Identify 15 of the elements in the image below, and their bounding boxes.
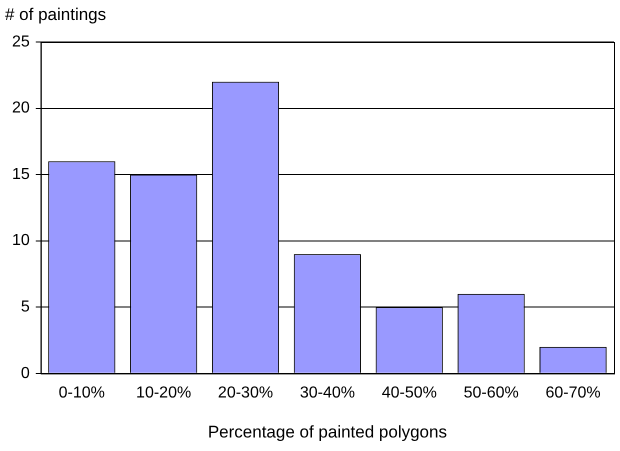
x-tick-label: 60-70% [545, 384, 601, 402]
x-tick-label: 20-30% [218, 384, 274, 402]
x-tick-label: 40-50% [382, 384, 437, 402]
x-tick-label: 10-20% [136, 384, 192, 402]
x-tick-label: 30-40% [300, 384, 355, 402]
x-tick-label: 0-10% [58, 384, 105, 402]
y-tick-label: 0 [20, 364, 30, 382]
y-tick-label: 10 [12, 232, 30, 250]
y-tick-label: 15 [12, 166, 30, 183]
y-axis-title: # of paintings [5, 5, 106, 24]
x-axis-title: Percentage of painted polygons [208, 422, 447, 442]
y-tick-label: 25 [12, 33, 30, 50]
y-tick-label: 20 [12, 100, 30, 117]
y-tick-label: 5 [20, 298, 30, 316]
x-tick-label: 50-60% [464, 384, 519, 402]
